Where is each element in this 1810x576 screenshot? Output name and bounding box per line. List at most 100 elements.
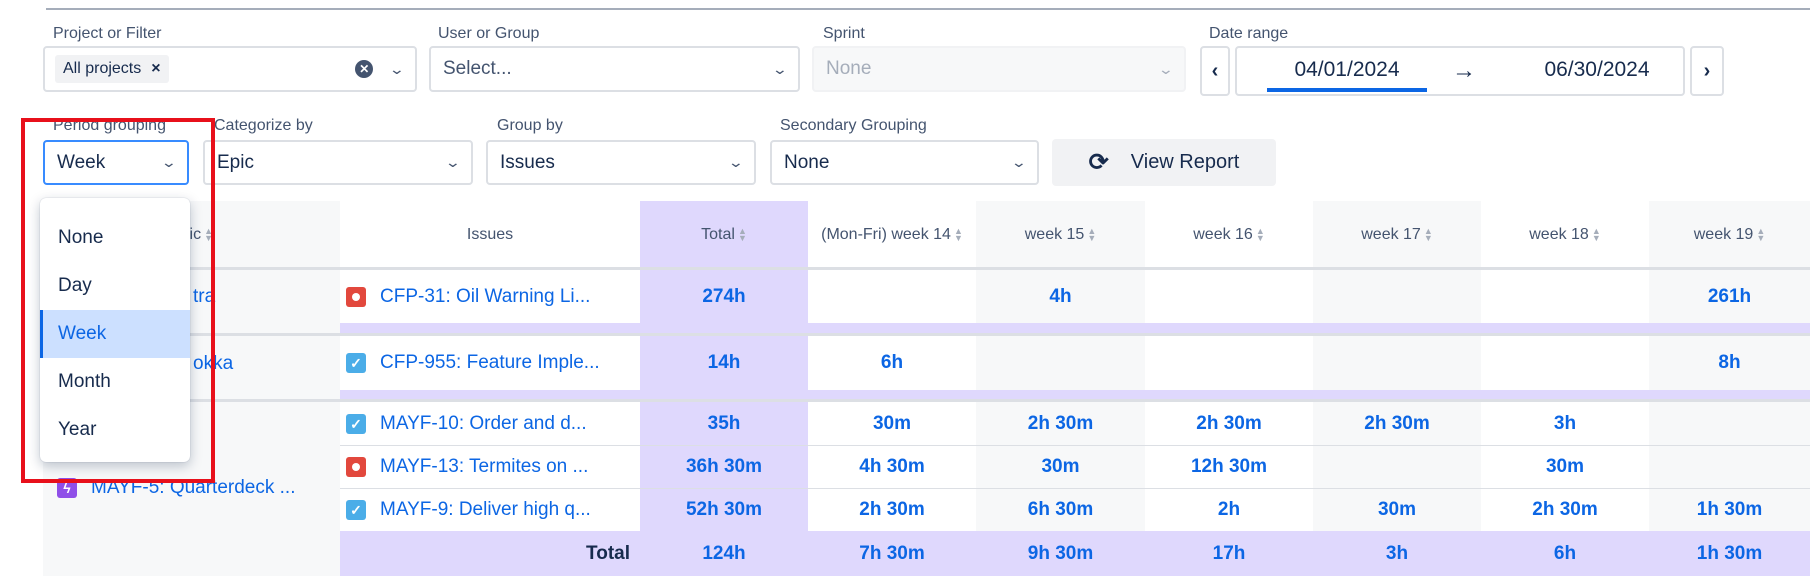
issue-total-cell: 14h: [707, 352, 741, 373]
period-value-cell: [1481, 336, 1649, 390]
issue-link[interactable]: ✓ CFP-955: Feature Imple...: [346, 336, 600, 390]
project-filter-select[interactable]: All projects × ✕ ⌄: [43, 46, 417, 92]
period-value-cell: [976, 336, 1145, 390]
chevron-down-icon: ⌄: [771, 60, 789, 77]
date-range-picker: 04/01/2024 → 06/30/2024: [1235, 46, 1685, 96]
sort-icon: ▲ ▼: [1756, 225, 1766, 243]
menu-option-month[interactable]: Month: [58, 371, 111, 392]
issue-link[interactable]: ✓ MAYF-9: Deliver high q...: [346, 489, 591, 531]
issue-total-cell: 52h 30m: [685, 499, 763, 520]
period-total-cell: 7h 30m: [859, 542, 925, 564]
issue-label: CFP-955: Feature Imple...: [380, 352, 600, 373]
refresh-icon: ⟳: [1088, 149, 1109, 176]
menu-option-week[interactable]: Week: [40, 310, 190, 358]
menu-option-day[interactable]: Day: [58, 275, 92, 296]
group-by-select[interactable]: Issues ⌄: [486, 140, 756, 185]
period-total-cell: 9h 30m: [1027, 542, 1094, 564]
epic-lightning-icon: ϟ: [57, 478, 77, 498]
period-value-cell: 2h 30m: [1196, 413, 1262, 434]
header-period[interactable]: week 19 ▲ ▼: [1649, 201, 1810, 268]
header-period[interactable]: (Mon-Fri) week 14 ▲ ▼: [808, 201, 976, 268]
sort-icon: ▲ ▼: [1423, 225, 1433, 243]
issue-label: CFP-31: Oil Warning Li...: [380, 285, 591, 307]
period-grouping-select[interactable]: Week ⌄: [43, 140, 189, 185]
group-divider: [43, 333, 1810, 336]
arrow-right-icon: →: [1452, 57, 1476, 84]
issue-label: MAYF-10: Order and d...: [380, 413, 587, 434]
date-range-label: Date range: [1209, 25, 1289, 42]
total-row-label: Total: [586, 542, 630, 564]
total-row-bg: [340, 531, 1810, 576]
group-by-label: Group by: [497, 117, 563, 134]
sort-icon: ▲ ▼: [204, 225, 214, 243]
issue-link[interactable]: MAYF-13: Termites on ...: [346, 446, 588, 488]
period-value-cell: [1145, 270, 1313, 323]
secondary-grouping-value: None: [784, 151, 830, 173]
period-value-cell: 2h 30m: [1532, 499, 1598, 520]
remove-chip-icon[interactable]: ×: [151, 60, 161, 77]
period-value-cell: [1145, 336, 1313, 390]
issue-link[interactable]: CFP-31: Oil Warning Li...: [346, 270, 590, 323]
view-report-label: View Report: [1130, 151, 1240, 173]
secondary-grouping-select[interactable]: None ⌄: [770, 140, 1039, 185]
view-report-button[interactable]: ⟳ View Report: [1052, 139, 1276, 186]
sort-icon: ▲ ▼: [1591, 225, 1601, 243]
issue-total-cell: 35h: [707, 413, 741, 434]
period-value-cell: 2h: [1217, 499, 1241, 520]
bug-icon: [346, 457, 366, 477]
header-total[interactable]: Total ▲ ▼: [640, 201, 808, 268]
header-period-label: week 19: [1693, 225, 1754, 243]
week19-column-bg: [1649, 201, 1810, 576]
period-value-cell: 2h 30m: [1364, 413, 1430, 434]
period-value-cell: 8h: [1718, 352, 1741, 373]
next-period-button[interactable]: ›: [1690, 46, 1724, 96]
period-value-cell: 4h: [1049, 285, 1072, 307]
period-value-cell: 30m: [1377, 499, 1417, 520]
group-subtotal-bar: [340, 390, 1810, 399]
previous-period-button[interactable]: ‹: [1200, 46, 1230, 96]
menu-option-none[interactable]: None: [58, 227, 104, 248]
bug-icon: [346, 286, 366, 307]
period-value-cell: [1313, 270, 1481, 323]
period-total-cell: 17h: [1212, 542, 1246, 564]
header-issues-label: Issues: [466, 225, 514, 243]
user-group-select[interactable]: Select... ⌄: [429, 46, 800, 92]
task-checkbox-icon: ✓: [346, 353, 366, 373]
period-value-cell: [1649, 446, 1810, 488]
issue-link[interactable]: ✓ MAYF-10: Order and d...: [346, 403, 587, 445]
header-period[interactable]: week 16 ▲ ▼: [1145, 201, 1313, 268]
sort-icon: ▲ ▼: [1255, 225, 1265, 243]
menu-option-year[interactable]: Year: [58, 419, 97, 440]
period-total-cell: 1h 30m: [1696, 542, 1763, 564]
header-period-label: week 17: [1361, 225, 1421, 243]
period-value-cell: 6h 30m: [1027, 499, 1094, 520]
sprint-label: Sprint: [823, 25, 865, 42]
categorize-by-select[interactable]: Epic ⌄: [203, 140, 473, 185]
header-period[interactable]: week 17 ▲ ▼: [1313, 201, 1481, 268]
period-value-cell: 2h 30m: [1027, 413, 1094, 434]
categorize-by-value: Epic: [217, 151, 254, 173]
sort-icon: ▲ ▼: [1087, 225, 1097, 243]
period-value-cell: [1313, 446, 1481, 488]
group-by-value: Issues: [500, 151, 555, 173]
task-checkbox-icon: ✓: [346, 500, 366, 520]
period-value-cell: 12h 30m: [1190, 456, 1268, 477]
highlight-annotation-box: [21, 118, 215, 483]
period-value-cell: 30m: [872, 413, 912, 434]
user-group-label: User or Group: [438, 25, 540, 42]
issue-total-cell: 36h 30m: [685, 456, 763, 477]
clear-icon[interactable]: ✕: [355, 60, 374, 78]
header-period[interactable]: week 15 ▲ ▼: [976, 201, 1145, 268]
chevron-right-icon: ›: [1703, 59, 1711, 82]
chevron-down-icon: ⌄: [1010, 154, 1028, 170]
start-date-input[interactable]: 04/01/2024: [1267, 58, 1427, 92]
sprint-value: None: [826, 58, 872, 79]
header-period-label: week 15: [1024, 225, 1085, 243]
epic-link[interactable]: tra: [193, 286, 216, 307]
header-period-label: (Mon-Fri) week 14: [821, 225, 951, 243]
header-divider: [43, 267, 1810, 270]
issue-total-cell: 274h: [702, 285, 746, 307]
end-date-input[interactable]: 06/30/2024: [1544, 58, 1650, 81]
header-period[interactable]: week 18 ▲ ▼: [1481, 201, 1649, 268]
period-total-cell: 6h: [1553, 542, 1577, 564]
